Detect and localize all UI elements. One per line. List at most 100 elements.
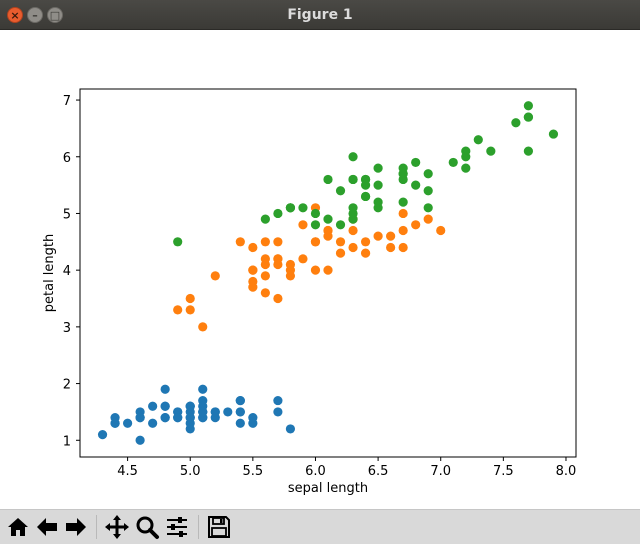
data-point-series-2: [386, 231, 396, 241]
data-point-series-2: [398, 225, 408, 236]
data-point-series-3: [523, 146, 534, 156]
data-point-series-3: [173, 237, 183, 247]
data-point-series-2: [285, 265, 296, 275]
data-point-series-2: [173, 305, 183, 315]
data-point-series-3: [511, 118, 521, 128]
data-point-series-1: [210, 407, 220, 417]
data-point-series-2: [360, 248, 371, 258]
data-point-series-3: [423, 186, 433, 196]
data-point-series-1: [148, 418, 158, 428]
toolbar-separator: [198, 515, 199, 539]
data-point-series-3: [398, 197, 408, 207]
data-point-series-1: [198, 384, 208, 394]
data-point-series-3: [310, 208, 321, 219]
data-point-series-3: [360, 191, 371, 202]
data-point-series-3: [323, 174, 333, 185]
data-point-series-1: [135, 435, 145, 445]
back-button[interactable]: [34, 514, 60, 540]
x-tick-label: 6.5: [368, 464, 389, 479]
x-tick-label: 7.0: [430, 464, 451, 479]
data-point-series-1: [185, 401, 195, 411]
zoom-button[interactable]: [134, 514, 160, 540]
y-tick-label: 1: [63, 434, 71, 449]
data-point-series-2: [248, 265, 258, 275]
data-point-series-2: [373, 231, 383, 241]
data-point-series-2: [348, 242, 358, 253]
data-point-series-1: [97, 430, 108, 440]
home-icon: [8, 518, 28, 536]
data-point-series-2: [273, 259, 283, 270]
navigation-toolbar: [0, 509, 640, 544]
move-icon: [105, 515, 129, 539]
y-axis-label: petal length: [42, 234, 57, 313]
data-point-series-2: [335, 237, 346, 247]
data-point-series-2: [273, 293, 283, 304]
x-tick-label: 5.0: [180, 464, 201, 479]
data-point-series-3: [398, 169, 408, 179]
x-tick-label: 4.5: [117, 464, 138, 479]
data-point-series-3: [273, 208, 283, 219]
data-point-series-3: [348, 208, 358, 219]
data-point-series-1: [273, 407, 283, 417]
data-point-series-3: [260, 214, 270, 224]
data-point-series-2: [210, 271, 220, 281]
forward-button[interactable]: [63, 514, 89, 540]
data-point-series-2: [423, 214, 433, 224]
data-point-series-3: [373, 163, 383, 173]
save-button[interactable]: [206, 514, 232, 540]
data-point-series-1: [135, 412, 145, 423]
data-point-series-3: [423, 203, 433, 213]
data-point-series-3: [348, 152, 358, 162]
data-point-series-1: [273, 395, 283, 406]
y-tick-label: 3: [63, 321, 71, 336]
data-point-series-2: [411, 220, 421, 230]
data-point-series-2: [323, 265, 333, 275]
figure-canvas[interactable]: 4.5 5.0 5.5 6.0 6.5 7.0 7.5 8.0 1 2 3 4 5 6 7 sepal len…: [0, 30, 640, 509]
sliders-icon: [167, 517, 187, 537]
data-point-series-2: [298, 254, 308, 264]
data-point-series-2: [198, 322, 208, 332]
data-point-series-2: [248, 282, 258, 292]
data-point-series-2: [335, 248, 346, 258]
data-point-series-2: [360, 237, 371, 247]
data-point-series-2: [298, 220, 308, 230]
x-tick-label: 5.5: [243, 464, 264, 479]
close-window-button[interactable]: ×: [7, 7, 23, 23]
x-tick-label: 8.0: [556, 464, 577, 479]
scatter-plot[interactable]: 4.5 5.0 5.5 6.0 6.5 7.0 7.5 8.0 1 2 3 4 5 6 7 sepal len…: [0, 30, 640, 509]
data-point-series-3: [523, 101, 534, 111]
data-point-series-1: [223, 407, 233, 417]
data-point-series-3: [423, 169, 433, 179]
data-point-series-2: [398, 208, 408, 219]
y-tick-label: 4: [63, 264, 71, 279]
data-point-series-3: [473, 135, 483, 145]
data-point-series-3: [461, 163, 471, 173]
data-point-series-3: [411, 180, 421, 190]
data-point-series-2: [348, 225, 358, 236]
data-point-series-3: [335, 220, 346, 230]
configure-subplots-button[interactable]: [164, 514, 190, 540]
data-point-series-1: [285, 424, 296, 434]
data-point-series-3: [298, 203, 308, 213]
data-point-series-2: [323, 231, 333, 241]
data-point-series-3: [373, 180, 383, 190]
home-button[interactable]: [5, 514, 31, 540]
data-point-series-3: [461, 152, 471, 162]
toolbar-separator: [96, 515, 97, 539]
window-title: Figure 1: [287, 7, 353, 23]
data-point-series-1: [248, 418, 258, 428]
data-point-series-2: [185, 293, 195, 304]
data-point-series-1: [148, 401, 158, 411]
maximize-window-button[interactable]: □: [47, 7, 63, 23]
data-point-series-1: [123, 418, 133, 428]
data-point-series-2: [185, 305, 195, 315]
data-point-series-3: [448, 157, 458, 168]
x-tick-label: 6.0: [305, 464, 326, 479]
y-tick-label: 2: [63, 378, 71, 393]
minimize-window-button[interactable]: –: [27, 7, 43, 23]
pan-button[interactable]: [104, 514, 130, 540]
axes-frame: [79, 88, 577, 458]
data-point-series-3: [486, 146, 496, 156]
data-point-series-2: [260, 254, 270, 264]
data-point-series-3: [310, 220, 321, 230]
